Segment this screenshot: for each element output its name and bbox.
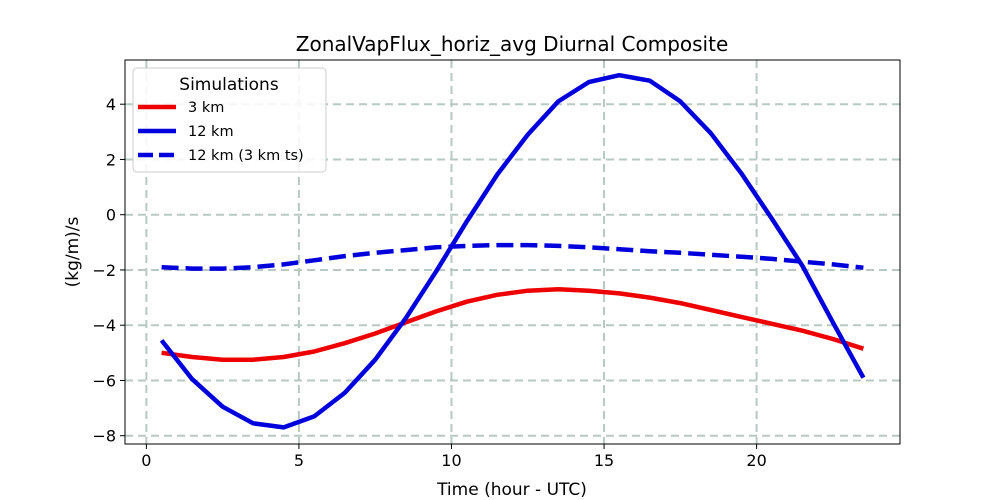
series-lines [159,72,866,430]
y-tick-label: 0 [106,206,116,225]
legend-entries: 3 km 12 km 12 km (3 km ts) [138,100,304,164]
legend-title: Simulations [179,75,279,95]
legend-label: 12 km (3 km ts) [188,148,304,164]
plot-frame [124,59,901,445]
x-tick-label: 15 [594,451,614,470]
y-axis-label: (kg/m)/s [63,216,83,287]
grid [125,60,900,444]
y-tick-label: 4 [106,95,116,114]
y-tick-label: −2 [92,261,116,280]
series-line-12-km-3-km-ts- [161,242,864,271]
ticks: 0 5 10 15 20 −8 −6 −4 −2 0 2 4 [92,95,766,470]
x-tick-label: 5 [294,451,304,470]
x-tick-label: 20 [746,451,766,470]
legend: Simulations 3 km 12 km 12 km (3 km ts) [132,67,327,173]
legend-label: 3 km [188,100,224,116]
y-tick-label: −4 [92,316,116,335]
y-tick-label: −8 [92,427,116,446]
x-tick-label: 10 [441,451,461,470]
chart-title: ZonalVapFlux_horiz_avg Diurnal Composite [296,32,729,56]
y-tick-label: −6 [92,371,116,390]
x-tick-label: 0 [141,451,151,470]
series-line-12-km [159,72,866,430]
series-line-3-km [161,287,865,362]
y-tick-label: 2 [106,150,116,169]
legend-label: 12 km [188,124,234,140]
x-axis-label: Time (hour - UTC) [436,480,587,500]
legend-box [132,67,327,173]
